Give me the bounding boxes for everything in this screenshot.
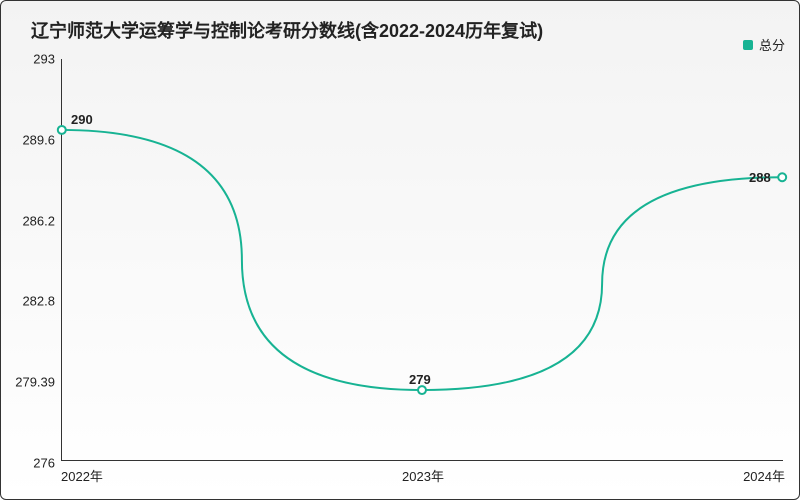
data-point-marker bbox=[58, 126, 66, 134]
data-point-label: 288 bbox=[749, 170, 771, 185]
chart-title: 辽宁师范大学运筹学与控制论考研分数线(含2022-2024历年复试) bbox=[31, 17, 543, 43]
data-point-marker bbox=[778, 173, 786, 181]
x-tick-label: 2022年 bbox=[61, 466, 103, 485]
line-svg bbox=[61, 59, 783, 461]
plot-area: 276279.39282.8286.2289.62932022年2023年202… bbox=[61, 59, 783, 461]
y-tick-label: 282.8 bbox=[11, 294, 55, 309]
y-tick-label: 289.6 bbox=[11, 132, 55, 147]
series-line bbox=[62, 130, 782, 390]
legend-label: 总分 bbox=[759, 35, 785, 54]
x-tick-label: 2023年 bbox=[402, 466, 444, 485]
legend-swatch bbox=[743, 40, 753, 50]
data-point-marker bbox=[418, 386, 426, 394]
legend: 总分 bbox=[743, 35, 785, 54]
y-tick-label: 286.2 bbox=[11, 213, 55, 228]
chart-container: 辽宁师范大学运筹学与控制论考研分数线(含2022-2024历年复试) 总分 27… bbox=[0, 0, 800, 500]
data-point-label: 290 bbox=[71, 112, 93, 127]
y-tick-label: 276 bbox=[11, 456, 55, 471]
x-tick-label: 2024年 bbox=[743, 466, 785, 485]
y-tick-label: 293 bbox=[11, 52, 55, 67]
y-tick-label: 279.39 bbox=[11, 375, 55, 390]
data-point-label: 279 bbox=[409, 372, 431, 387]
